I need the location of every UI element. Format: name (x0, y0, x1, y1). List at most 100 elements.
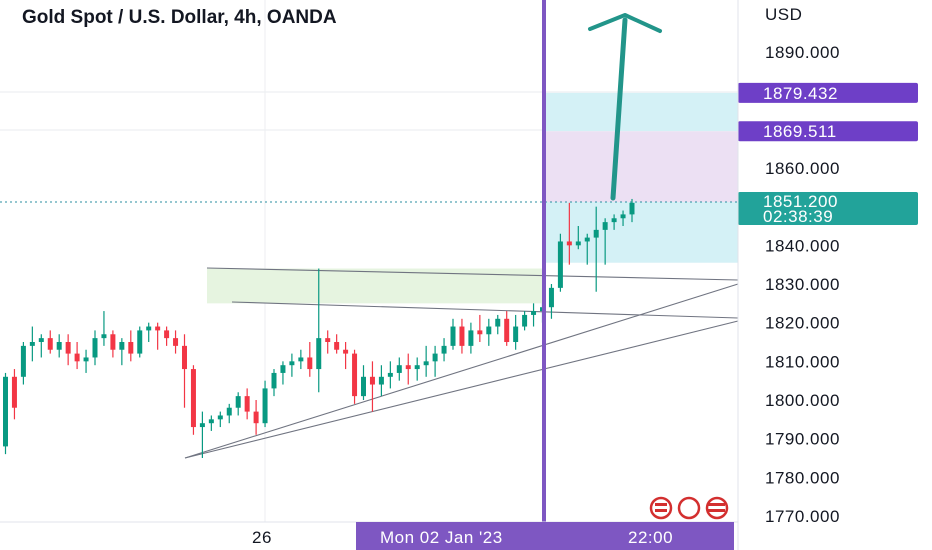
currency-label: USD (765, 5, 802, 24)
candle-body (74, 353, 80, 362)
price-tick-label: 1770.000 (765, 507, 840, 526)
candle-body (495, 318, 501, 327)
candle-body (423, 361, 429, 366)
candle-body (352, 353, 358, 397)
candle-body (477, 330, 483, 335)
current-price-label: 1851.200 (763, 192, 838, 211)
candle-body (280, 365, 286, 373)
candle-body (593, 229, 599, 238)
price-tag (738, 121, 918, 142)
candle-body (182, 345, 187, 370)
candle-body (208, 419, 214, 424)
price-zones (207, 92, 738, 304)
candle-body (450, 326, 456, 346)
candle-body (56, 342, 62, 350)
candle-body (244, 396, 250, 412)
us-flag-icon[interactable] (649, 496, 729, 520)
price-tick-label: 1830.000 (765, 275, 840, 294)
price-tick-label: 1860.000 (765, 159, 840, 178)
candle-body (343, 349, 349, 354)
candle-body (11, 376, 17, 408)
candle-body (611, 218, 617, 223)
candle-body (369, 376, 375, 385)
premium-zone (544, 131, 738, 203)
price-tag (738, 82, 918, 103)
candlestick-series (3, 198, 635, 458)
price-tick-label: 1790.000 (765, 430, 840, 449)
candle-body (557, 241, 563, 288)
candle-body (155, 326, 161, 331)
price-tag-label: 1869.511 (763, 122, 837, 141)
candle-body (548, 287, 554, 308)
candle-body (3, 376, 8, 447)
price-tick-label: 1780.000 (765, 468, 840, 487)
candle-body (620, 214, 626, 219)
candle-body (262, 388, 268, 424)
candle-body (38, 338, 44, 342)
candle-body (83, 357, 89, 362)
candle-body (629, 202, 635, 215)
time-tick-label: 26 (252, 528, 272, 547)
projection-arrow (588, 13, 662, 201)
candle-body (199, 423, 205, 428)
candle-body (486, 326, 492, 335)
price-tag-label: 1879.432 (763, 84, 838, 103)
candle-body (441, 345, 447, 354)
candle-body (316, 338, 322, 370)
candle-body (20, 345, 26, 377)
candle-body (217, 415, 223, 420)
price-axis[interactable]: 1770.000 1780.000 1790.000 1800.000 1810.000… (765, 43, 840, 526)
price-tick-label: 1800.000 (765, 391, 840, 410)
candle-body (468, 330, 474, 346)
trendlines (184, 267, 739, 459)
candle-body (307, 357, 313, 370)
candle-body (522, 314, 528, 327)
candle-body (325, 338, 331, 342)
candle-body (190, 369, 196, 428)
candle-body (173, 338, 179, 346)
candle-body (101, 334, 107, 339)
candle-body (513, 326, 519, 342)
candle-body (584, 237, 590, 242)
candle-body (361, 376, 366, 397)
crosshair-date-label: Mon 02 Jan '23 (380, 528, 503, 547)
candle-body (137, 330, 143, 354)
price-tick-label: 1840.000 (765, 236, 840, 255)
target-zone (544, 92, 738, 132)
candle-body (146, 326, 152, 331)
candle-body (226, 407, 232, 416)
chart-title: Gold Spot / U.S. Dollar, 4h, OANDA (22, 7, 337, 28)
current-price-tag: 1851.200 02:38:39 (738, 192, 918, 226)
candle-body (235, 396, 241, 408)
price-tick-label: 1820.000 (765, 314, 840, 333)
candle-body (405, 365, 411, 370)
candle-body (504, 318, 510, 342)
candle-body (65, 342, 71, 354)
candle-body (432, 353, 438, 362)
candle-body (387, 372, 393, 377)
price-tick-label: 1890.000 (765, 43, 840, 62)
candle-body (128, 342, 134, 354)
price-tick-label: 1810.000 (765, 352, 840, 371)
candle-body (92, 338, 98, 358)
candle-body (414, 365, 420, 370)
candle-body (119, 342, 125, 350)
candle-body (164, 330, 170, 339)
bar-countdown-label: 02:38:39 (763, 207, 833, 226)
candle-body (602, 222, 608, 230)
candle-body (47, 338, 53, 350)
candle-body (289, 361, 295, 366)
breakout-zone (207, 268, 544, 304)
crosshair-time-label: 22:00 (628, 528, 673, 547)
candle-body (298, 357, 304, 362)
candle-body (575, 241, 581, 246)
candle-body (271, 372, 277, 389)
candle-body (334, 342, 340, 350)
candle-body (253, 411, 259, 424)
candle-body (29, 342, 35, 346)
candle-body (396, 365, 402, 373)
candle-body (459, 326, 465, 346)
candle-body (110, 334, 116, 350)
candle-body (531, 311, 537, 315)
